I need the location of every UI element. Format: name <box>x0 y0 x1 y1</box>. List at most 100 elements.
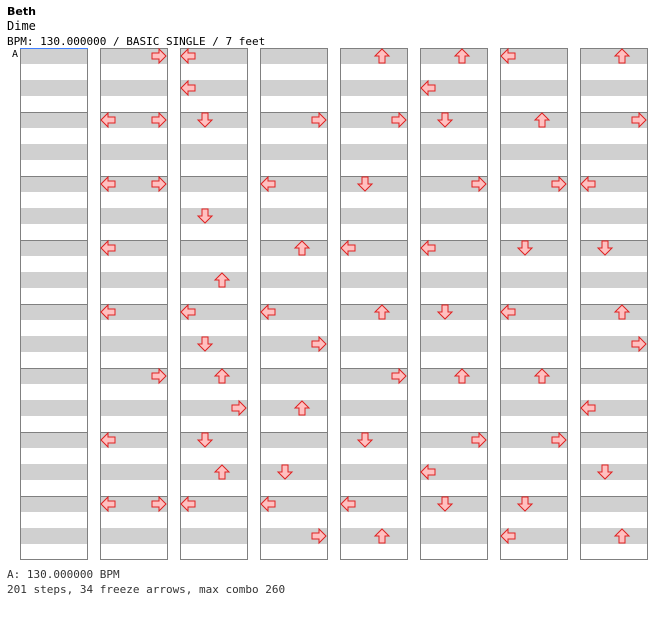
step-arrow-right <box>311 527 327 545</box>
measure-stripe <box>580 176 648 192</box>
step-arrow-down <box>276 464 294 480</box>
step-arrow-down <box>196 208 214 224</box>
measure-stripe <box>580 304 648 320</box>
measure-stripe <box>180 176 248 192</box>
measure-stripe <box>260 400 328 416</box>
step-arrow-down <box>196 432 214 448</box>
measure-stripe <box>500 496 568 512</box>
measure-stripe <box>100 368 168 384</box>
measure-stripe <box>20 400 88 416</box>
measure-stripe <box>260 496 328 512</box>
measure-stripe <box>500 240 568 256</box>
song-title: Dime <box>7 19 36 33</box>
measure-stripe <box>260 176 328 192</box>
measure-stripe <box>260 464 328 480</box>
step-arrow-right <box>391 111 407 129</box>
measure-stripe <box>100 48 168 64</box>
step-arrow-left <box>100 175 116 193</box>
measure-stripe <box>100 496 168 512</box>
step-arrow-left <box>100 431 116 449</box>
measure-stripe <box>100 336 168 352</box>
measure-stripe <box>180 240 248 256</box>
step-arrow-left <box>100 303 116 321</box>
step-arrow-left <box>420 463 436 481</box>
measure-stripe <box>420 208 488 224</box>
measure-stripe <box>180 432 248 448</box>
measure-stripe <box>100 208 168 224</box>
measure-stripe <box>580 432 648 448</box>
step-arrow-down <box>596 464 614 480</box>
measure-stripe <box>580 272 648 288</box>
measure-stripe <box>20 432 88 448</box>
step-arrow-up <box>293 400 311 416</box>
step-arrow-left <box>340 239 356 257</box>
step-arrow-up <box>613 304 631 320</box>
measure-stripe <box>260 240 328 256</box>
measure-stripe <box>420 176 488 192</box>
measure-stripe <box>340 272 408 288</box>
step-arrow-down <box>516 240 534 256</box>
step-arrow-down <box>196 112 214 128</box>
measure-stripe <box>20 496 88 512</box>
measure-stripe <box>580 48 648 64</box>
measure-stripe <box>340 528 408 544</box>
step-arrow-up <box>213 272 231 288</box>
measure-stripe <box>580 368 648 384</box>
measure-stripe <box>500 80 568 96</box>
step-arrow-up <box>213 368 231 384</box>
measure-stripe <box>340 144 408 160</box>
measure-stripe <box>500 336 568 352</box>
measure-stripe <box>260 304 328 320</box>
measure-stripe <box>500 272 568 288</box>
measure-stripe <box>180 336 248 352</box>
step-arrow-right <box>151 111 167 129</box>
measure-stripe <box>580 208 648 224</box>
measure-stripe <box>20 368 88 384</box>
step-arrow-down <box>196 336 214 352</box>
measure-stripe <box>500 432 568 448</box>
measure-stripe <box>500 304 568 320</box>
measure-stripe <box>340 240 408 256</box>
measure-stripe <box>260 208 328 224</box>
measure-stripe <box>580 80 648 96</box>
measure-stripe <box>20 272 88 288</box>
step-arrow-left <box>180 495 196 513</box>
measure-stripe <box>100 400 168 416</box>
measure-stripe <box>340 464 408 480</box>
step-arrow-left <box>420 79 436 97</box>
measure-stripe <box>260 80 328 96</box>
measure-stripe <box>420 496 488 512</box>
step-arrow-down <box>356 176 374 192</box>
measure-stripe <box>420 144 488 160</box>
measure-stripe <box>100 144 168 160</box>
step-arrow-down <box>436 496 454 512</box>
step-arrow-right <box>311 111 327 129</box>
measure-stripe <box>500 112 568 128</box>
step-arrow-down <box>356 432 374 448</box>
measure-stripe <box>420 464 488 480</box>
step-arrow-right <box>231 399 247 417</box>
measure-stripe <box>580 496 648 512</box>
measure-stripe <box>420 432 488 448</box>
measure-stripe <box>340 112 408 128</box>
step-arrow-up <box>293 240 311 256</box>
measure-stripe <box>580 400 648 416</box>
step-arrow-right <box>631 335 647 353</box>
step-arrow-right <box>631 111 647 129</box>
measure-stripe <box>260 272 328 288</box>
measure-stripe <box>20 208 88 224</box>
step-arrow-left <box>260 303 276 321</box>
measure-stripe <box>420 48 488 64</box>
step-arrow-left <box>180 303 196 321</box>
measure-stripe <box>340 336 408 352</box>
measure-stripe <box>420 400 488 416</box>
step-arrow-up <box>453 368 471 384</box>
step-arrow-right <box>391 367 407 385</box>
bpm-summary: A: 130.000000 BPM <box>7 568 120 581</box>
measure-stripe <box>100 528 168 544</box>
measure-stripe <box>180 496 248 512</box>
step-arrow-up <box>373 48 391 64</box>
measure-stripe <box>420 112 488 128</box>
measure-stripe <box>420 528 488 544</box>
step-arrow-down <box>436 304 454 320</box>
